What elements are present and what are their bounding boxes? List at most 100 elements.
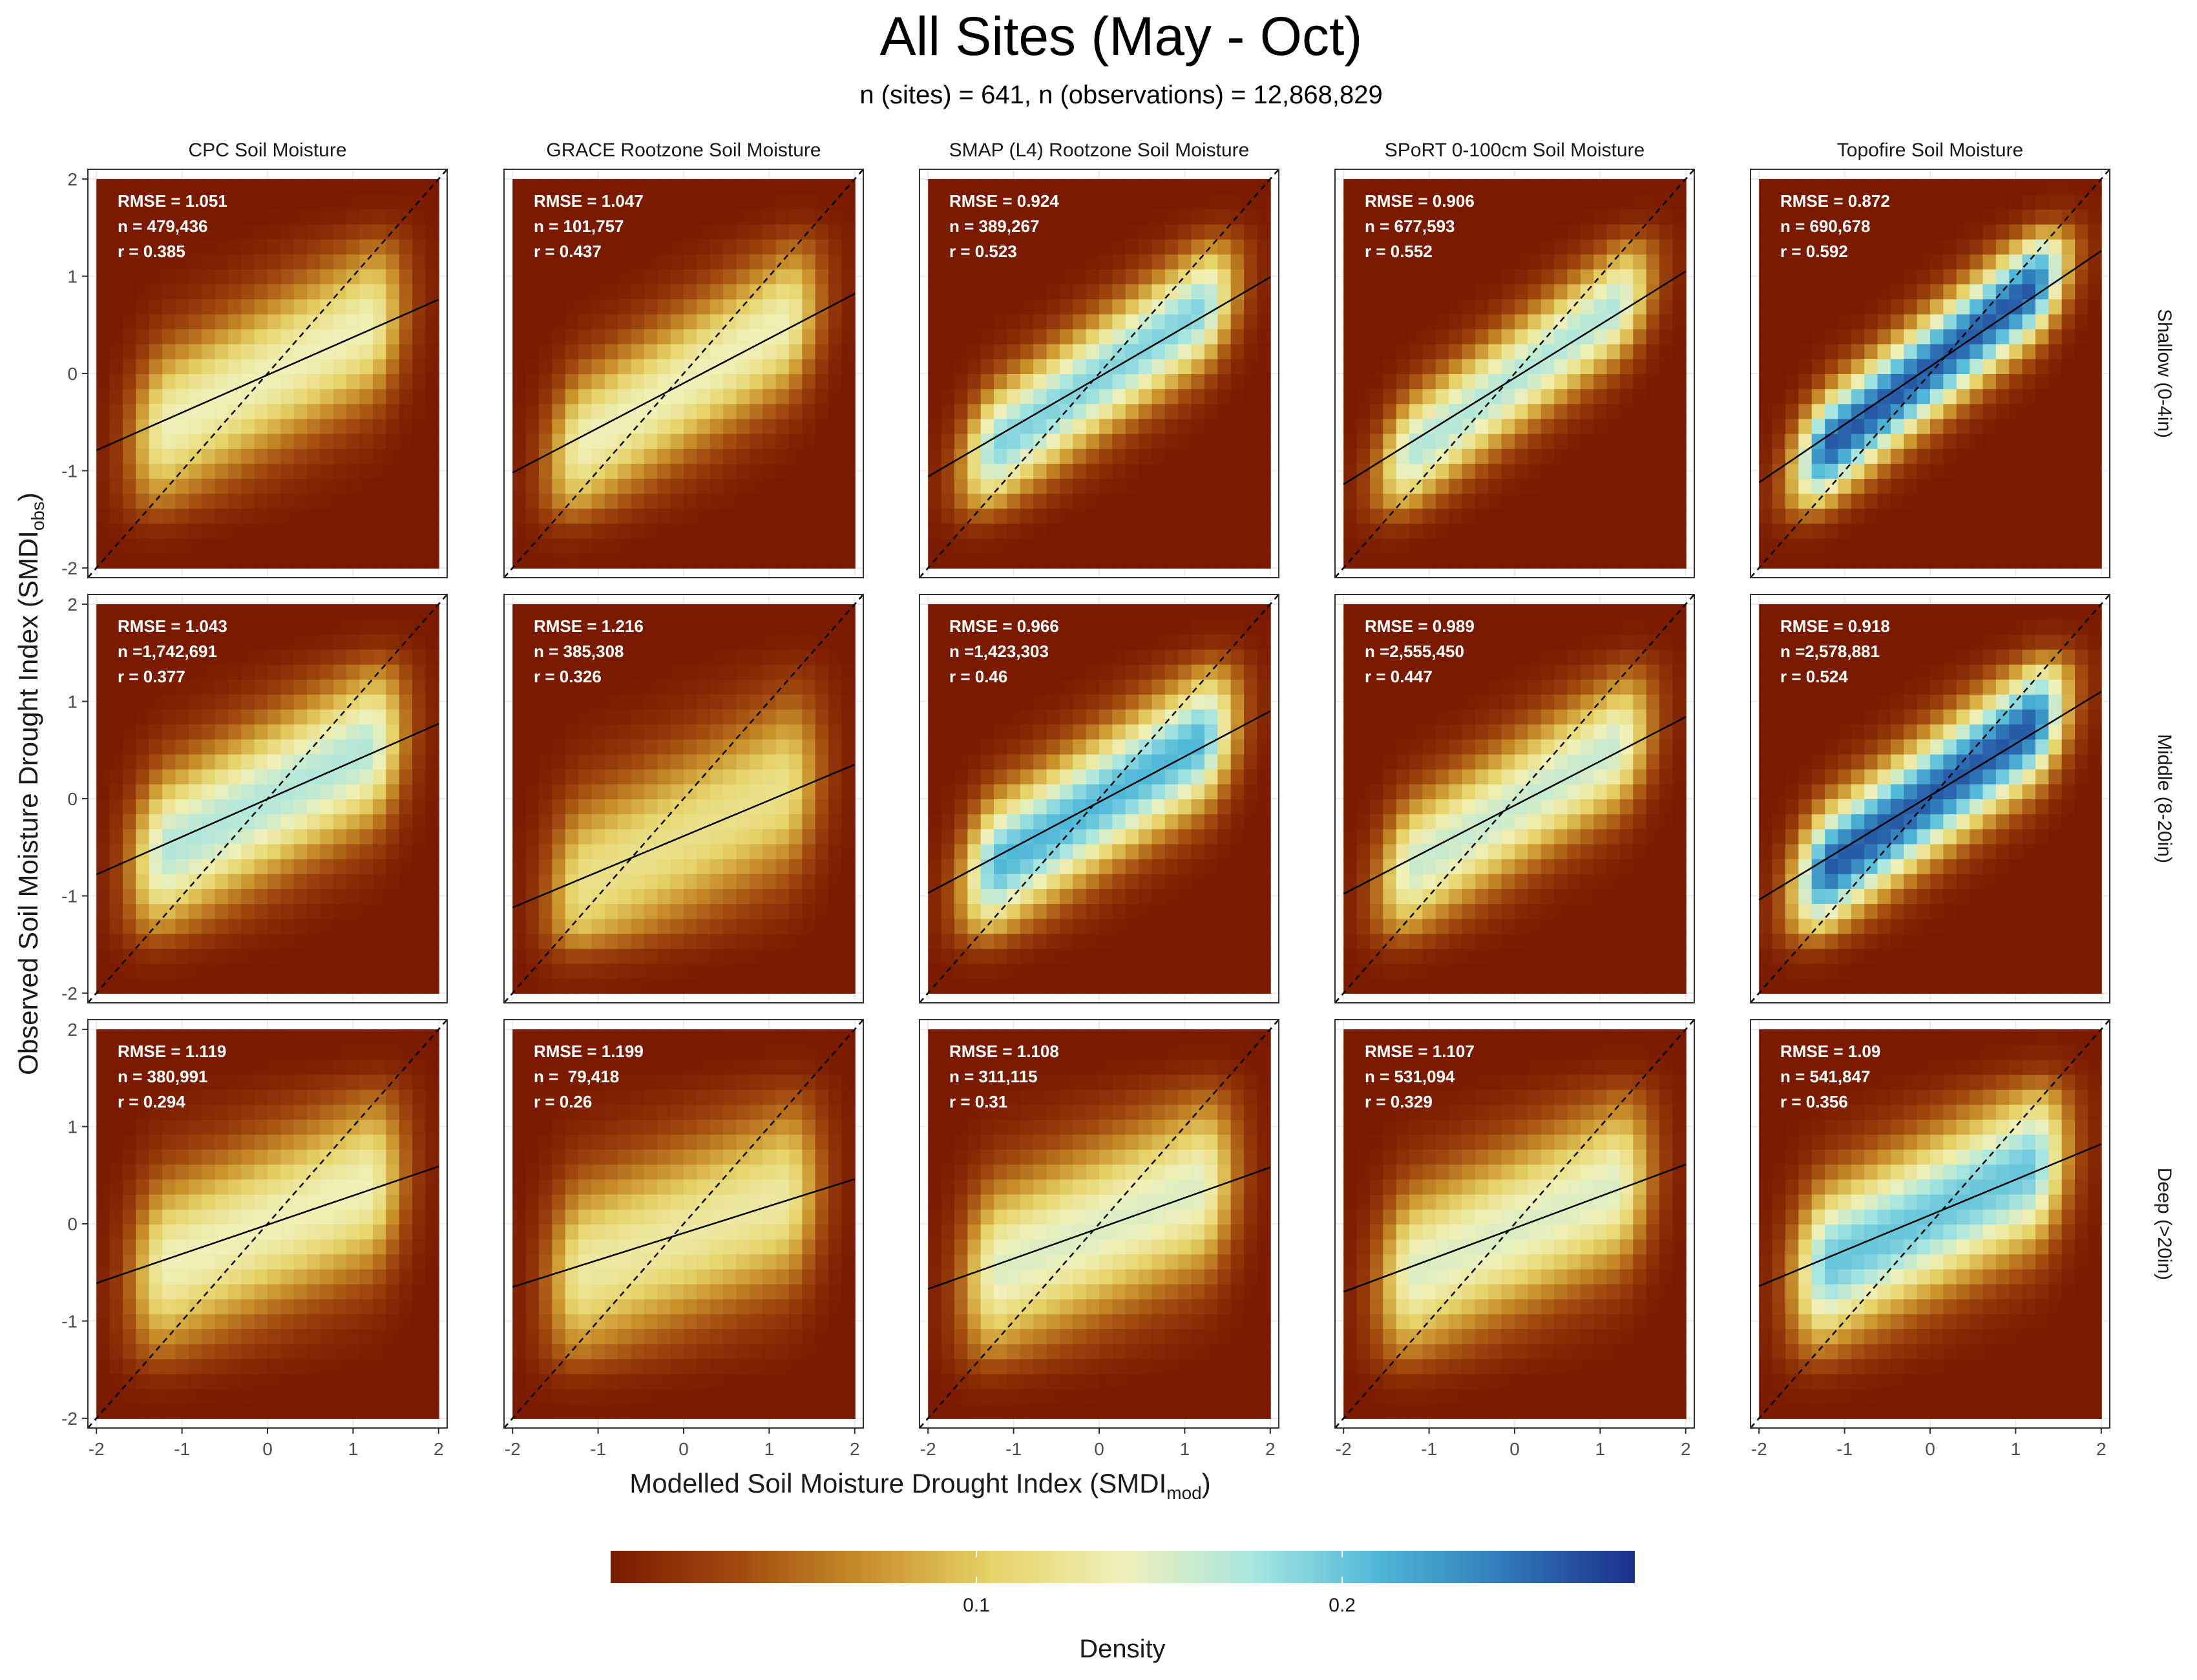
density-cell: [749, 753, 764, 770]
density-cell: [280, 388, 295, 404]
density-cell: [254, 179, 268, 195]
density-cell: [1772, 508, 1786, 524]
density-cell: [346, 253, 361, 269]
density-cell: [980, 343, 995, 359]
density-cell: [241, 649, 255, 665]
density-cell: [122, 194, 137, 210]
density-cell: [307, 709, 321, 725]
density-cell: [1970, 508, 1984, 524]
density-cell: [841, 448, 856, 464]
density-cell: [1059, 493, 1074, 509]
density-cell: [1943, 313, 1957, 330]
density-cell: [280, 209, 295, 225]
density-cell: [1007, 373, 1021, 390]
density-cell: [122, 858, 137, 874]
density-cell: [631, 768, 645, 784]
density-cell: [644, 179, 658, 195]
density-cell: [762, 523, 777, 539]
density-cell: [723, 604, 737, 620]
density-cell: [684, 478, 698, 494]
density-cell: [1877, 328, 1891, 344]
density-cell: [227, 978, 242, 994]
density-cell: [359, 619, 373, 635]
density-cell: [149, 328, 163, 344]
density-cell: [2048, 358, 2063, 374]
density-cell: [1475, 328, 1489, 344]
density-cell: [96, 463, 110, 479]
density-cell: [412, 888, 426, 905]
density-cell: [762, 313, 777, 330]
density-cell: [1204, 253, 1219, 269]
density-cell: [591, 799, 605, 815]
density-cell: [591, 238, 605, 255]
density-cell: [1554, 538, 1568, 554]
density-cell: [1619, 358, 1634, 374]
density-cell: [1396, 403, 1411, 419]
density-cell: [578, 403, 593, 419]
density-cell: [1593, 224, 1608, 240]
density-cell: [749, 918, 764, 934]
density-cell: [227, 753, 242, 770]
density-cell: [710, 634, 724, 650]
density-heatmap: [96, 179, 439, 569]
density-cell: [241, 238, 255, 255]
density-cell: [1343, 493, 1358, 509]
density-cell: [1633, 194, 1647, 210]
density-cell: [1164, 358, 1179, 374]
density-cell: [386, 478, 400, 494]
density-cell: [1528, 238, 1542, 255]
density-cell: [372, 194, 387, 210]
density-cell: [1409, 523, 1424, 539]
density-cell: [1759, 179, 1773, 195]
density-cell: [2009, 448, 2023, 464]
density-cell: [954, 373, 969, 390]
density-cell: [175, 433, 189, 449]
density-cell: [1956, 418, 1971, 434]
density-cell: [1099, 978, 1113, 994]
density-cell: [788, 418, 803, 434]
density-cell: [136, 753, 150, 770]
density-cell: [1917, 224, 1931, 240]
density-cell: [175, 664, 189, 680]
density-cell: [670, 388, 684, 404]
density-cell: [980, 538, 995, 554]
density-cell: [591, 433, 605, 449]
density-cell: [215, 709, 229, 725]
density-cell: [841, 343, 856, 359]
density-cell: [320, 783, 334, 799]
density-cell: [359, 724, 373, 740]
density-cell: [1204, 478, 1219, 494]
density-cell: [841, 313, 856, 330]
density-cell: [994, 508, 1008, 524]
density-cell: [241, 358, 255, 374]
density-cell: [1007, 313, 1021, 330]
density-cell: [788, 538, 803, 554]
density-cell: [227, 179, 242, 195]
density-cell: [149, 678, 163, 695]
density-cell: [149, 523, 163, 539]
density-cell: [1462, 552, 1476, 569]
density-cell: [227, 433, 242, 449]
density-cell: [1904, 328, 1918, 344]
density-cell: [980, 388, 995, 404]
density-cell: [109, 843, 123, 859]
density-cell: [697, 433, 711, 449]
density-cell: [644, 508, 658, 524]
density-cell: [749, 873, 764, 889]
density-cell: [1475, 299, 1489, 315]
density-cell: [122, 313, 137, 330]
density-cell: [802, 978, 816, 994]
density-cell: [372, 978, 387, 994]
density-cell: [1033, 463, 1047, 479]
density-cell: [1073, 418, 1087, 434]
density-cell: [320, 523, 334, 539]
density-cell: [425, 388, 439, 404]
density-cell: [162, 284, 176, 300]
density-cell: [941, 552, 955, 569]
density-cell: [1217, 523, 1232, 539]
density-cell: [802, 238, 816, 255]
density-cell: [552, 194, 566, 210]
density-cell: [967, 253, 982, 269]
density-cell: [631, 538, 645, 554]
density-cell: [604, 678, 619, 695]
